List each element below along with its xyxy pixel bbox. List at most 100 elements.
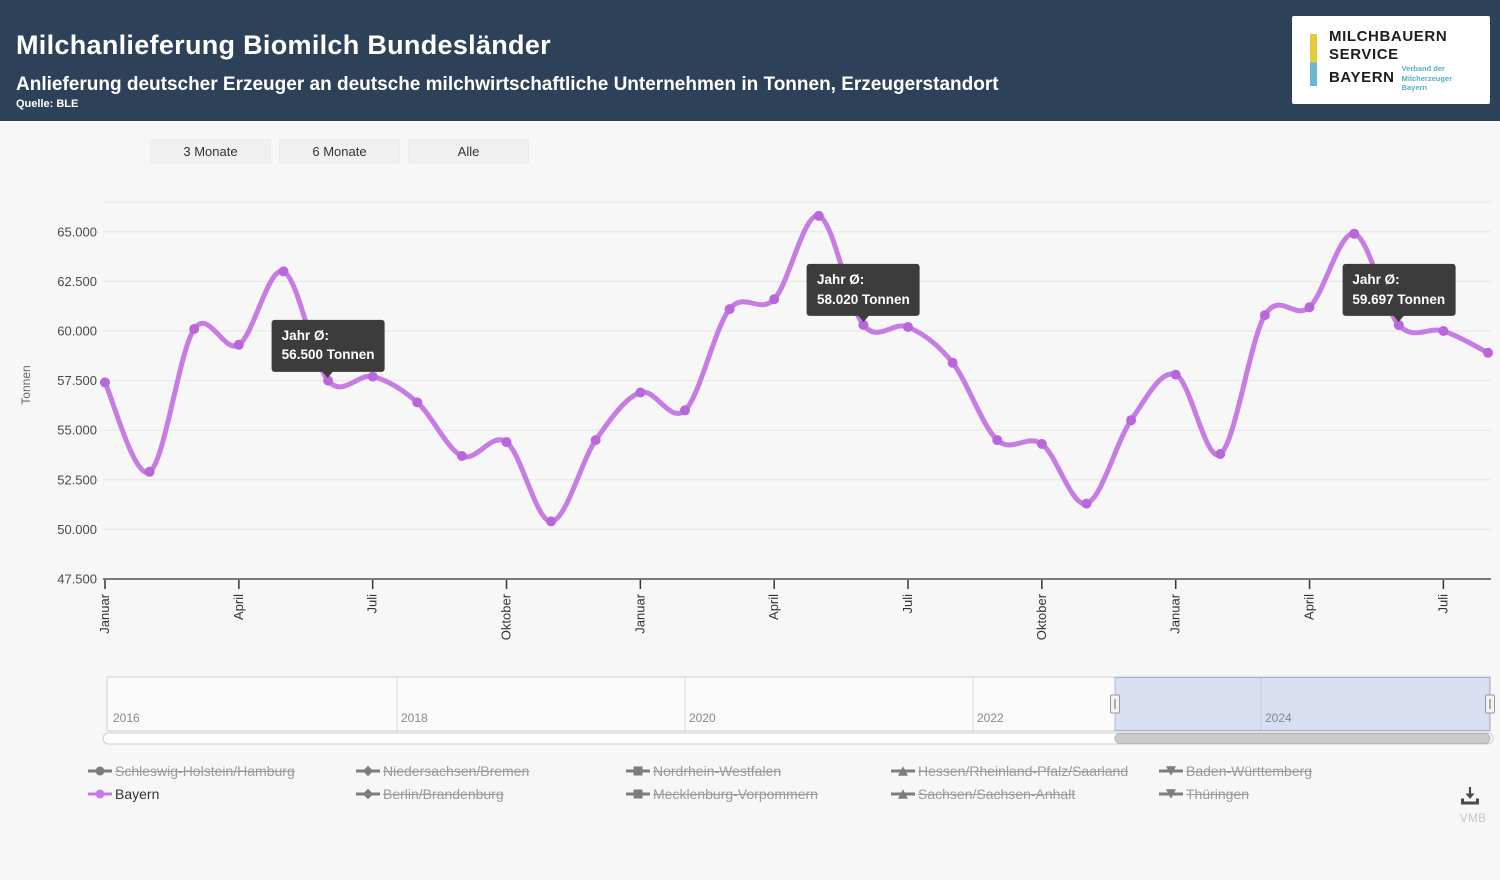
tooltip-year-average: Jahr Ø: 59.697 Tonnen [1342,263,1456,323]
bayern-data-point[interactable] [456,451,467,461]
legend-item-mecklenburg-vorpommern[interactable]: Mecklenburg-Vorpommern [626,783,891,805]
bayern-data-point[interactable] [144,466,155,477]
tooltip-value: 59.697 Tonnen [1352,291,1446,307]
bayern-data-point[interactable] [1259,310,1270,321]
y-axis-label: 47.500 [57,571,97,586]
tooltip-value: 58.020 Tonnen [817,291,910,307]
bayern-data-point[interactable] [813,210,824,221]
bayern-data-point[interactable] [1170,369,1181,380]
bayern-data-point[interactable] [724,304,735,315]
legend-item-label: Bayern [115,786,160,802]
legend-item-hessen-rheinland-pfalz-saarland[interactable]: Hessen/Rheinland-Pfalz/Saarland [891,760,1159,782]
download-button[interactable] [1458,784,1482,808]
bayern-data-point[interactable] [635,387,646,398]
legend-item-berlin-brandenburg[interactable]: Berlin/Brandenburg [356,783,626,805]
bayern-data-point[interactable] [903,322,913,332]
legend-marker-square-icon [626,789,650,799]
bayern-data-point[interactable] [680,405,690,416]
bayern-data-point[interactable] [1483,347,1493,358]
legend-item-label: Thüringen [1186,786,1250,802]
tooltip-value: 56.500 Tonnen [281,346,375,362]
legend-item-baden-wuerttemberg[interactable]: Baden-Württemberg [1159,760,1312,782]
page-title: Milchanlieferung Biomilch Bundesländer [16,30,551,60]
legend-item-bayern[interactable]: Bayern [88,783,356,805]
legend-marker-diamond-icon [356,788,380,800]
x-axis-label: Januar [632,593,647,633]
x-axis-label: April [766,594,781,620]
bayern-data-point[interactable] [1349,228,1360,239]
navigator-handle-right[interactable] [1485,694,1495,714]
logo-line2: SERVICE [1329,45,1399,63]
tooltip-year-average: Jahr Ø: 56.500 Tonnen [271,319,385,378]
y-axis-label: 57.500 [57,373,97,388]
y-axis-label: 55.000 [57,423,97,438]
bayern-data-point[interactable] [858,320,869,330]
x-axis-label: Juli [1435,594,1450,614]
navigator-selected-range[interactable] [1114,677,1491,731]
tooltip-year-average: Jahr Ø: 58.020 Tonnen [807,263,920,323]
page-subtitle: Anlieferung deutscher Erzeuger an deutsc… [16,74,999,95]
legend-marker-square-icon [626,766,650,776]
bayern-data-point[interactable] [100,377,110,388]
legend-marker-triangle-down-icon [1159,766,1183,776]
legend-item-schleswig-holstein-hamburg[interactable]: Schleswig-Holstein/Hamburg [88,760,356,782]
bayern-data-point[interactable] [1215,449,1226,459]
bayern-data-point[interactable] [1126,415,1137,426]
bayern-data-point[interactable] [1393,320,1404,330]
bayern-data-point[interactable] [1304,302,1315,313]
range-button-6-months[interactable]: 6 Monate [279,139,400,164]
x-axis-label: Juli [365,594,380,614]
bayern-data-point[interactable] [367,371,378,382]
navigator-track[interactable] [106,676,1491,732]
bayern-data-point[interactable] [1081,498,1092,509]
legend-item-label: Niedersachsen/Bremen [383,763,530,779]
legend-item-label: Hessen/Rheinland-Pfalz/Saarland [918,763,1129,779]
tooltip-label: Jahr Ø: [817,271,865,287]
bayern-data-point[interactable] [590,435,601,446]
x-axis-label: Oktober [499,593,514,640]
bayern-data-point[interactable] [947,357,958,368]
legend-marker-triangle-icon [891,789,915,799]
bayern-data-point[interactable] [769,294,780,305]
download-icon [1461,787,1479,805]
legend-item-sachsen-sachsen-anhalt[interactable]: Sachsen/Sachsen-Anhalt [891,783,1159,805]
bayern-data-point[interactable] [189,324,200,334]
bayern-data-point[interactable] [1438,326,1449,336]
y-axis-label: 60.000 [57,323,97,338]
y-axis-label: 62.500 [57,274,97,289]
range-button-3-months[interactable]: 3 Monate [150,139,271,164]
y-axis-label: 50.000 [57,522,97,537]
legend-item-label: Nordrhein-Westfalen [653,763,782,779]
logo: MILCHBAUERN SERVICE BAYERN Verband der M… [1292,16,1490,104]
legend-item-label: Schleswig-Holstein/Hamburg [115,763,295,779]
legend-marker-circle-icon [88,789,112,799]
legend-marker-circle-icon [88,766,112,776]
legend-item-nordrhein-westfalen[interactable]: Nordrhein-Westfalen [626,760,891,782]
bayern-data-point[interactable] [546,516,557,527]
navigator-handle-left[interactable] [1110,694,1120,714]
navigator-year-label: 2022 [977,711,1004,725]
legend-item-label: Baden-Württemberg [1186,763,1313,779]
bayern-data-point[interactable] [992,435,1003,446]
scrollbar-thumb[interactable] [1114,733,1491,744]
legend-item-thueringen[interactable]: Thüringen [1159,783,1312,805]
legend-marker-triangle-down-icon [1159,789,1183,799]
range-button-all[interactable]: Alle [408,139,529,164]
navigator-year-label: 2016 [113,711,140,725]
header: Milchanlieferung Biomilch Bundesländer A… [0,0,1500,121]
bayern-data-point[interactable] [412,397,423,408]
legend-item-niedersachsen-bremen[interactable]: Niedersachsen/Bremen [356,760,626,782]
bayern-data-point[interactable] [323,375,334,386]
navigator-year-label: 2024 [1265,711,1292,725]
y-axis-label: 52.500 [57,472,97,487]
x-axis-label: Januar [97,593,112,633]
bayern-data-point[interactable] [233,339,244,350]
bayern-data-point[interactable] [278,266,289,277]
navigator-year-label: 2020 [689,711,716,725]
bayern-data-point[interactable] [1036,439,1047,449]
bayern-data-point[interactable] [501,437,512,448]
logo-text: MILCHBAUERN SERVICE BAYERN Verband der M… [1329,28,1468,93]
logo-line3: BAYERN [1329,69,1395,87]
tooltip-label: Jahr Ø: [281,327,329,343]
